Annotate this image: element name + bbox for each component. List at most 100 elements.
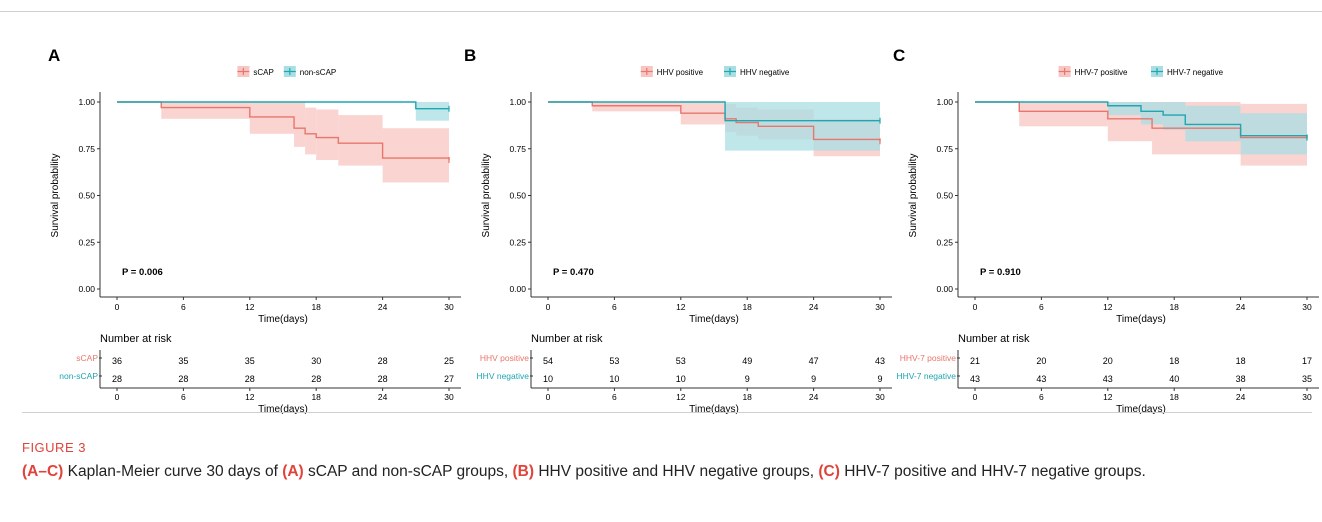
risk-cell: 28 (311, 374, 321, 384)
risk-cell: 20 (1036, 356, 1046, 366)
x-tick-label: 0 (115, 302, 120, 312)
risk-cell: 35 (245, 356, 255, 366)
risk-x-tick-label: 12 (676, 392, 686, 402)
y-tick-label: 0.00 (78, 284, 95, 294)
risk-cell: 43 (875, 356, 885, 366)
figure-label: FIGURE 3 (22, 440, 86, 455)
y-tick-label: 0.50 (78, 191, 95, 201)
x-tick-label: 30 (875, 302, 885, 312)
panel-c: C HHV-7 positive HHV-7 negative 0.00 0.25 0.5… (893, 46, 1319, 415)
risk-cell: 21 (970, 356, 980, 366)
ci-band (338, 115, 383, 166)
risk-x-axis-title: Time(days) (689, 404, 739, 415)
risk-x-tick-label: 18 (1169, 392, 1179, 402)
risk-cell: 9 (877, 374, 882, 384)
legend-label: HHV-7 negative (1167, 68, 1224, 77)
y-tick-label: 1.00 (936, 97, 953, 107)
x-tick-label: 0 (546, 302, 551, 312)
legend-label: HHV positive (657, 68, 704, 77)
risk-cell: 54 (543, 356, 553, 366)
risk-cell: 18 (1236, 356, 1246, 366)
caption-panel-ref: (C) (818, 463, 840, 480)
risk-x-tick-label: 30 (444, 392, 454, 402)
risk-cell: 35 (1302, 374, 1312, 384)
risk-cell: 43 (970, 374, 980, 384)
x-axis-title: Time(days) (689, 314, 739, 325)
y-tick-label: 0.00 (509, 284, 526, 294)
x-tick-label: 30 (1302, 302, 1312, 312)
y-tick-label: 0.50 (936, 191, 953, 201)
caption-text: HHV positive and HHV negative groups, (534, 463, 819, 480)
risk-cell: 9 (745, 374, 750, 384)
risk-cell: 49 (742, 356, 752, 366)
ci-band (1107, 102, 1141, 116)
ci-band (592, 102, 681, 112)
risk-row-label: HHV-7 negative (896, 371, 956, 381)
p-value: P = 0.910 (980, 267, 1021, 278)
ci-band (294, 102, 306, 147)
ci-band (1240, 113, 1307, 155)
legend: HHV positive HHV negative (640, 66, 790, 77)
y-tick-label: 0.75 (509, 144, 526, 154)
risk-x-tick-label: 0 (546, 392, 551, 402)
risk-cell: 30 (311, 356, 321, 366)
risk-x-tick-label: 12 (245, 392, 255, 402)
risk-cell: 38 (1236, 374, 1246, 384)
caption-panel-ref: (A–C) (22, 463, 64, 480)
y-tick-label: 0.00 (936, 284, 953, 294)
x-tick-label: 6 (181, 302, 186, 312)
risk-cell: 53 (609, 356, 619, 366)
risk-cell: 25 (444, 356, 454, 366)
risk-x-tick-label: 12 (1103, 392, 1113, 402)
x-axis-title: Time(days) (258, 314, 308, 325)
y-axis-title: Survival probability (481, 154, 492, 238)
caption-panel-ref: (B) (512, 463, 535, 480)
figure-caption: (A–C) Kaplan-Meier curve 30 days of (A) … (22, 461, 1312, 482)
y-tick-label: 0.25 (509, 237, 526, 247)
caption-rule (22, 412, 1312, 413)
risk-x-tick-label: 6 (1039, 392, 1044, 402)
panel-letter: B (464, 46, 476, 65)
survival-curve (117, 101, 450, 160)
risk-cell: 10 (676, 374, 686, 384)
risk-cell: 28 (112, 374, 122, 384)
x-tick-label: 6 (612, 302, 617, 312)
x-tick-label: 12 (676, 302, 686, 312)
survival-curve (548, 101, 880, 122)
legend: sCAP non-sCAP (237, 66, 336, 77)
legend-label: non-sCAP (300, 68, 336, 77)
risk-x-axis-title: Time(days) (1116, 404, 1166, 415)
ci-band (161, 102, 250, 119)
risk-x-tick-label: 30 (875, 392, 885, 402)
y-axis-title: Survival probability (50, 154, 61, 238)
risk-table-title: Number at risk (531, 333, 603, 345)
p-value: P = 0.006 (122, 267, 163, 278)
risk-row-label: HHV positive (480, 353, 529, 363)
risk-cell: 28 (245, 374, 255, 384)
legend-label: HHV negative (740, 68, 790, 77)
risk-x-tick-label: 24 (809, 392, 819, 402)
panel-b: B HHV positive HHV negative 0.00 0.25 0.50 0.7… (464, 46, 892, 415)
risk-cell: 28 (378, 356, 388, 366)
risk-x-tick-label: 24 (1236, 392, 1246, 402)
risk-cell: 28 (378, 374, 388, 384)
x-tick-label: 0 (973, 302, 978, 312)
x-tick-label: 30 (444, 302, 454, 312)
x-tick-label: 24 (378, 302, 388, 312)
risk-x-tick-label: 6 (612, 392, 617, 402)
ci-band (415, 102, 449, 121)
x-tick-label: 24 (1236, 302, 1246, 312)
x-axis-title: Time(days) (1116, 314, 1166, 325)
y-axis-title: Survival probability (908, 154, 919, 238)
panel-letter: A (48, 46, 60, 65)
y-tick-label: 0.75 (78, 144, 95, 154)
x-tick-label: 18 (311, 302, 321, 312)
survival-curve (548, 101, 881, 142)
ci-band (249, 102, 295, 134)
risk-row-label: sCAP (76, 353, 98, 363)
caption-panel-ref: (A) (282, 463, 304, 480)
y-tick-label: 0.75 (936, 144, 953, 154)
risk-x-axis-title: Time(days) (258, 404, 308, 415)
